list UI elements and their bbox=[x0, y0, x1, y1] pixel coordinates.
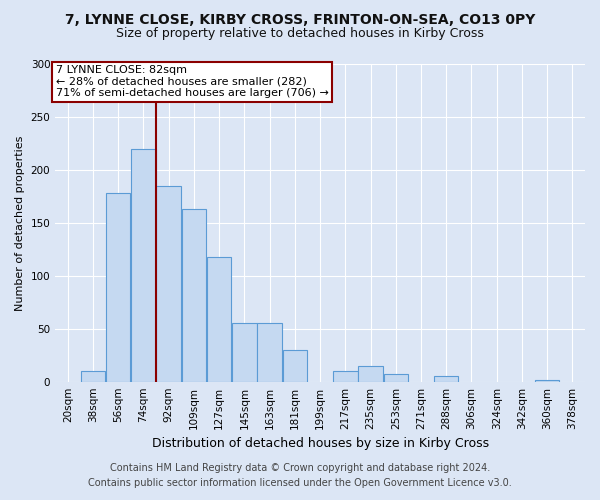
Y-axis label: Number of detached properties: Number of detached properties bbox=[15, 135, 25, 310]
Bar bbox=[333, 371, 358, 382]
Bar bbox=[81, 371, 105, 382]
Bar bbox=[131, 148, 156, 382]
Bar bbox=[434, 376, 458, 382]
Bar bbox=[157, 186, 181, 382]
X-axis label: Distribution of detached houses by size in Kirby Cross: Distribution of detached houses by size … bbox=[152, 437, 488, 450]
Text: Size of property relative to detached houses in Kirby Cross: Size of property relative to detached ho… bbox=[116, 28, 484, 40]
Text: 7, LYNNE CLOSE, KIRBY CROSS, FRINTON-ON-SEA, CO13 0PY: 7, LYNNE CLOSE, KIRBY CROSS, FRINTON-ON-… bbox=[65, 12, 535, 26]
Bar bbox=[257, 324, 282, 382]
Bar bbox=[283, 350, 307, 382]
Text: Contains HM Land Registry data © Crown copyright and database right 2024.
Contai: Contains HM Land Registry data © Crown c… bbox=[88, 462, 512, 487]
Bar bbox=[106, 193, 130, 382]
Bar bbox=[358, 366, 383, 382]
Bar bbox=[535, 380, 559, 382]
Bar bbox=[383, 374, 408, 382]
Bar bbox=[232, 324, 257, 382]
Text: 7 LYNNE CLOSE: 82sqm
← 28% of detached houses are smaller (282)
71% of semi-deta: 7 LYNNE CLOSE: 82sqm ← 28% of detached h… bbox=[56, 65, 329, 98]
Bar bbox=[207, 256, 232, 382]
Bar bbox=[182, 209, 206, 382]
